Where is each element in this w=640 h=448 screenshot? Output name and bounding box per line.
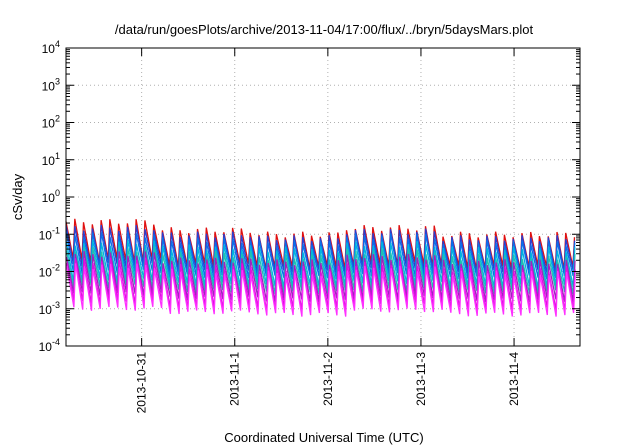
y-tick-label: 10-1: [39, 225, 60, 242]
x-axis-ticks: 2013-10-31 2013-11-1 2013-11-2 2013-11-3 201…: [135, 48, 521, 413]
y-tick-label: 102: [42, 114, 60, 131]
x-tick-label: 2013-10-31: [135, 352, 149, 414]
y-tick-label: 100: [42, 188, 60, 205]
x-tick-label: 2013-11-1: [228, 352, 242, 406]
x-tick-label: 2013-11-2: [321, 352, 335, 406]
y-tick-label: 10-2: [39, 263, 60, 280]
y-tick-label: 103: [42, 76, 60, 93]
y-axis-ticks: 10-4 10-3 10-2 10-1 100 101 102 103 104: [39, 39, 580, 354]
y-tick-label: 101: [42, 151, 60, 168]
series-line-8: [66, 263, 576, 317]
x-tick-label: 2013-11-4: [507, 352, 521, 406]
x-axis-label: Coordinated Universal Time (UTC): [224, 430, 423, 445]
x-tick-label: 2013-11-3: [414, 352, 428, 406]
chart-title: /data/run/goesPlots/archive/2013-11-04/1…: [115, 22, 534, 37]
y-axis-label: cSv/day: [10, 173, 25, 220]
y-tick-label: 104: [42, 39, 60, 56]
series-lines: [65, 218, 576, 317]
y-tick-label: 10-4: [39, 337, 60, 354]
y-tick-label: 10-3: [39, 300, 60, 317]
